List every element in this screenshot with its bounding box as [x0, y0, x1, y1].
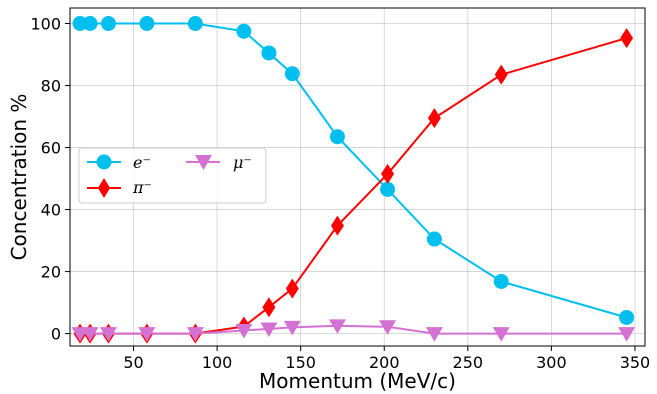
legend-entry-pi-minus: π⁻ [87, 178, 152, 198]
data-point [283, 320, 301, 336]
data-point [99, 327, 117, 342]
data-point [493, 274, 509, 290]
y-tick-label: 100 [30, 15, 61, 34]
data-point [285, 278, 299, 299]
legend-pi-minus-label: π⁻ [132, 178, 152, 197]
data-point [494, 64, 508, 85]
data-point [618, 327, 636, 342]
data-point [380, 181, 396, 197]
y-tick-label: 20 [41, 263, 61, 282]
data-point [381, 163, 395, 184]
data-point [261, 45, 277, 61]
legend: e⁻ π⁻ μ⁻ [78, 147, 267, 204]
data-point [139, 16, 155, 32]
y-tick-label: 40 [41, 201, 61, 220]
x-tick-label: 250 [453, 353, 484, 372]
data-point [492, 327, 510, 342]
legend-mu-minus-label: μ⁻ [233, 153, 252, 172]
data-point [186, 327, 204, 342]
x-axis-label: Momentum (MeV/c) [259, 369, 456, 393]
ticks: 50 100 150 200 250 300 350 0 20 40 60 80 100 [30, 15, 650, 372]
data-point [330, 215, 344, 236]
x-tick-label: 300 [536, 353, 567, 372]
x-tick-label: 150 [285, 353, 316, 372]
data-point [262, 297, 276, 318]
data-point [82, 16, 98, 32]
legend-e-minus-label: e⁻ [133, 153, 151, 172]
data-point [235, 323, 253, 339]
data-point [620, 28, 634, 49]
data-point [236, 23, 252, 39]
data-point [81, 327, 99, 342]
x-tick-label: 100 [202, 353, 233, 372]
x-tick-label: 350 [620, 353, 651, 372]
series-layer [71, 16, 636, 344]
data-point [100, 16, 116, 32]
legend-entry-e-minus: e⁻ [87, 153, 151, 172]
legend-e-minus-marker-icon [96, 154, 112, 170]
series-line [80, 324, 627, 335]
data-point [138, 327, 156, 342]
data-point [379, 320, 397, 335]
x-tick-label: 50 [123, 353, 143, 372]
y-axis-label: Concentration % [7, 94, 31, 261]
x-tick-label: 200 [369, 353, 400, 372]
legend-pi-minus-marker-icon [98, 178, 110, 198]
legend-entry-mu-minus: μ⁻ [186, 153, 252, 172]
legend-mu-minus-marker-icon [195, 155, 212, 170]
data-point [328, 319, 346, 334]
y-tick-label: 0 [51, 325, 61, 344]
data-point [426, 231, 442, 247]
data-point [329, 129, 345, 145]
data-point [427, 108, 441, 129]
plot-frame [69, 7, 646, 347]
data-point [619, 309, 635, 325]
data-point [425, 327, 443, 342]
data-point [284, 66, 300, 82]
data-point [260, 322, 278, 337]
series-0 [72, 16, 635, 325]
y-tick-label: 80 [41, 77, 61, 96]
data-point [187, 16, 203, 32]
y-tick-label: 60 [41, 139, 61, 158]
series-2 [71, 319, 636, 342]
